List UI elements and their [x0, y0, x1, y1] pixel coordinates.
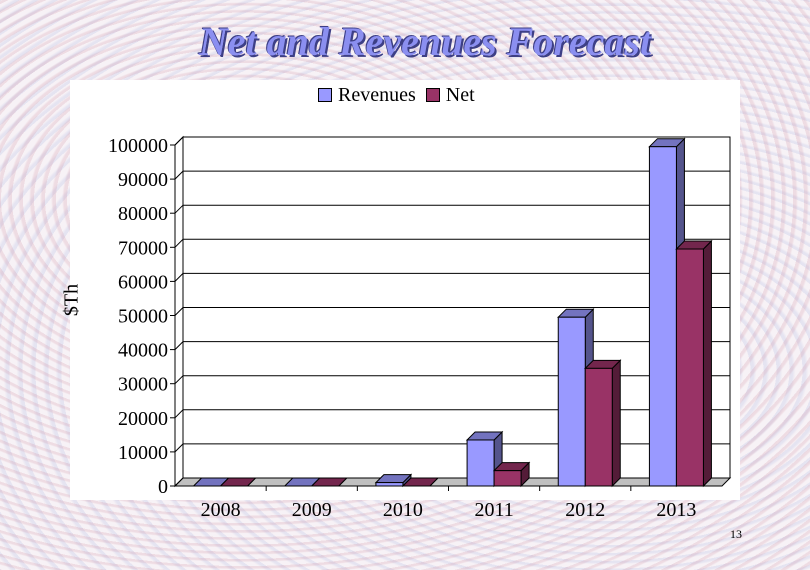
- y-tick-label: 40000: [118, 340, 168, 362]
- x-tick-label: 2009: [292, 499, 332, 521]
- gridline: [174, 477, 730, 487]
- legend-swatch-net: [425, 88, 440, 102]
- x-tick-label: 2012: [565, 499, 605, 521]
- y-tick-label: 80000: [118, 203, 168, 225]
- gridline: [174, 136, 730, 146]
- legend-label-net: Net: [445, 83, 475, 106]
- gridline: [174, 409, 730, 419]
- page-title: Net and Revenues Forecast: [198, 19, 652, 64]
- bar-net: [675, 248, 704, 487]
- bar-top-net: [401, 477, 440, 487]
- legend-swatch-revenues: [318, 88, 332, 102]
- legend-item-net: Net: [425, 83, 475, 107]
- gridline: [174, 170, 730, 180]
- x-tick-label: 2008: [201, 499, 241, 521]
- y-tick-label: 10000: [118, 442, 168, 464]
- y-tick-label: 70000: [118, 237, 168, 259]
- y-tick-label: 100000: [108, 135, 168, 157]
- page-number: 13: [730, 527, 742, 541]
- gridline: [174, 272, 730, 282]
- gridline: [174, 238, 730, 248]
- chart-floor: [173, 477, 732, 487]
- y-tick-label: 30000: [118, 374, 168, 396]
- x-tick-label: 2010: [383, 499, 423, 521]
- gridline: [174, 341, 730, 350]
- chart-legend: Revenues Net: [318, 84, 475, 106]
- bar-side-net: [611, 359, 621, 488]
- bar-top-net: [310, 477, 348, 487]
- bar-revenues: [375, 482, 404, 487]
- bar-top-net: [219, 477, 257, 487]
- bar-revenues: [648, 146, 677, 487]
- gridline: [174, 375, 730, 385]
- legend-label-revenues: Revenues: [338, 83, 416, 106]
- gridline: [174, 204, 730, 214]
- bar-net: [493, 470, 522, 487]
- x-tick-label: 2011: [474, 499, 513, 521]
- y-tick-label: 90000: [118, 169, 168, 191]
- bar-revenues: [557, 316, 586, 487]
- y-tick-label: 60000: [118, 271, 168, 293]
- y-tick-label: 20000: [118, 408, 168, 430]
- legend-item-revenues: Revenues: [318, 84, 416, 107]
- bar-side-net: [702, 239, 712, 488]
- bar-revenues: [466, 439, 495, 487]
- y-tick-label: 50000: [118, 306, 168, 328]
- gridline: [174, 307, 730, 316]
- bar-net: [584, 367, 613, 487]
- y-tick-label: 0: [158, 476, 168, 498]
- gridline: [174, 443, 730, 453]
- x-tick-label: 2013: [656, 499, 696, 521]
